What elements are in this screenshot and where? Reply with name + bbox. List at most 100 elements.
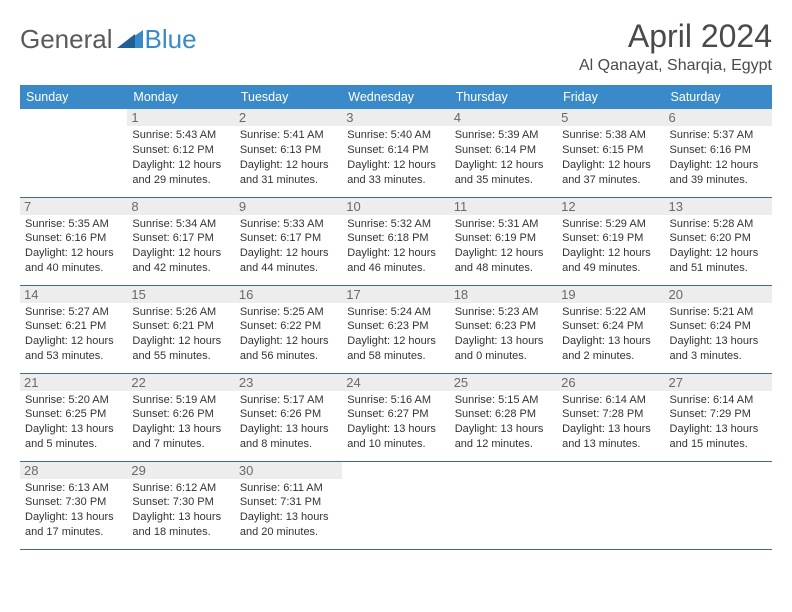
day-number: 13	[665, 198, 772, 215]
calendar-body: 1 Sunrise: 5:43 AMSunset: 6:12 PMDaylight…	[20, 109, 772, 549]
day-info: Sunrise: 6:14 AMSunset: 7:28 PMDaylight:…	[562, 393, 659, 452]
calendar-cell: 27 Sunrise: 6:14 AMSunset: 7:29 PMDayligh…	[665, 373, 772, 461]
calendar-cell: 1 Sunrise: 5:43 AMSunset: 6:12 PMDaylight…	[127, 109, 234, 197]
day-number: 4	[450, 109, 557, 126]
day-info: Sunrise: 6:13 AMSunset: 7:30 PMDaylight:…	[25, 481, 122, 540]
logo-text-general: General	[20, 24, 113, 55]
day-number: 11	[450, 198, 557, 215]
calendar-cell: 10Sunrise: 5:32 AMSunset: 6:18 PMDayligh…	[342, 197, 449, 285]
calendar-cell: 4 Sunrise: 5:39 AMSunset: 6:14 PMDaylight…	[450, 109, 557, 197]
calendar-cell: 2 Sunrise: 5:41 AMSunset: 6:13 PMDaylight…	[235, 109, 342, 197]
calendar-cell: 12 Sunrise: 5:29 AMSunset: 6:19 PMDayligh…	[557, 197, 664, 285]
weekday-header: Thursday	[450, 85, 557, 109]
calendar-cell: 30Sunrise: 6:11 AMSunset: 7:31 PMDayligh…	[235, 461, 342, 549]
day-number: 14	[20, 286, 127, 303]
day-info: Sunrise: 5:15 AMSunset: 6:28 PMDaylight:…	[455, 393, 552, 452]
calendar-cell: 3Sunrise: 5:40 AMSunset: 6:14 PMDaylight…	[342, 109, 449, 197]
calendar-cell: 24 Sunrise: 5:16 AMSunset: 6:27 PMDayligh…	[342, 373, 449, 461]
calendar-cell: 17Sunrise: 5:24 AMSunset: 6:23 PMDayligh…	[342, 285, 449, 373]
day-info: Sunrise: 5:28 AMSunset: 6:20 PMDaylight:…	[670, 217, 767, 276]
calendar-row: 28 Sunrise: 6:13 AMSunset: 7:30 PMDayligh…	[20, 461, 772, 549]
day-number: 26	[557, 374, 664, 391]
weekday-header: Tuesday	[235, 85, 342, 109]
calendar-table: Sunday Monday Tuesday Wednesday Thursday…	[20, 85, 772, 550]
day-number: 2	[235, 109, 342, 126]
calendar-cell: 8Sunrise: 5:34 AMSunset: 6:17 PMDaylight…	[127, 197, 234, 285]
day-number: 5	[557, 109, 664, 126]
day-number: 18	[450, 286, 557, 303]
day-info: Sunrise: 6:14 AMSunset: 7:29 PMDaylight:…	[670, 393, 767, 452]
calendar-cell: 20Sunrise: 5:21 AMSunset: 6:24 PMDayligh…	[665, 285, 772, 373]
calendar-cell: 18Sunrise: 5:23 AMSunset: 6:23 PMDayligh…	[450, 285, 557, 373]
day-number: 1	[127, 109, 234, 126]
location: Al Qanayat, Sharqia, Egypt	[579, 57, 772, 75]
day-info: Sunrise: 5:35 AMSunset: 6:16 PMDaylight:…	[25, 217, 122, 276]
day-info: Sunrise: 5:19 AMSunset: 6:26 PMDaylight:…	[132, 393, 229, 452]
day-info: Sunrise: 5:25 AMSunset: 6:22 PMDaylight:…	[240, 305, 337, 364]
day-number: 7	[20, 198, 127, 215]
calendar-cell: 21 Sunrise: 5:20 AMSunset: 6:25 PMDayligh…	[20, 373, 127, 461]
title-block: April 2024 Al Qanayat, Sharqia, Egypt	[579, 18, 772, 75]
logo: General Blue	[20, 24, 197, 55]
day-info: Sunrise: 6:12 AMSunset: 7:30 PMDaylight:…	[132, 481, 229, 540]
logo-text-blue: Blue	[145, 24, 197, 55]
calendar-cell: 23 Sunrise: 5:17 AMSunset: 6:26 PMDayligh…	[235, 373, 342, 461]
day-info: Sunrise: 5:21 AMSunset: 6:24 PMDaylight:…	[670, 305, 767, 364]
day-info: Sunrise: 5:43 AMSunset: 6:12 PMDaylight:…	[132, 128, 229, 187]
day-info: Sunrise: 5:27 AMSunset: 6:21 PMDaylight:…	[25, 305, 122, 364]
weekday-header: Wednesday	[342, 85, 449, 109]
day-number: 22	[127, 374, 234, 391]
calendar-cell: 15 Sunrise: 5:26 AMSunset: 6:21 PMDayligh…	[127, 285, 234, 373]
weekday-header: Friday	[557, 85, 664, 109]
day-info: Sunrise: 5:22 AMSunset: 6:24 PMDaylight:…	[562, 305, 659, 364]
day-number: 28	[20, 462, 127, 479]
calendar-cell: 13 Sunrise: 5:28 AMSunset: 6:20 PMDayligh…	[665, 197, 772, 285]
calendar-row: 14 Sunrise: 5:27 AMSunset: 6:21 PMDayligh…	[20, 285, 772, 373]
calendar-row: 21 Sunrise: 5:20 AMSunset: 6:25 PMDayligh…	[20, 373, 772, 461]
day-number: 12	[557, 198, 664, 215]
day-info: Sunrise: 5:32 AMSunset: 6:18 PMDaylight:…	[347, 217, 444, 276]
calendar-cell: 16 Sunrise: 5:25 AMSunset: 6:22 PMDayligh…	[235, 285, 342, 373]
calendar-cell: 29Sunrise: 6:12 AMSunset: 7:30 PMDayligh…	[127, 461, 234, 549]
calendar-cell: 9 Sunrise: 5:33 AMSunset: 6:17 PMDaylight…	[235, 197, 342, 285]
calendar-cell	[665, 461, 772, 549]
day-number: 17	[342, 286, 449, 303]
day-info: Sunrise: 5:20 AMSunset: 6:25 PMDaylight:…	[25, 393, 122, 452]
day-info: Sunrise: 5:31 AMSunset: 6:19 PMDaylight:…	[455, 217, 552, 276]
calendar-cell: 28 Sunrise: 6:13 AMSunset: 7:30 PMDayligh…	[20, 461, 127, 549]
day-info: Sunrise: 5:33 AMSunset: 6:17 PMDaylight:…	[240, 217, 337, 276]
calendar-row: 1 Sunrise: 5:43 AMSunset: 6:12 PMDaylight…	[20, 109, 772, 197]
day-info: Sunrise: 5:26 AMSunset: 6:21 PMDaylight:…	[132, 305, 229, 364]
day-number: 21	[20, 374, 127, 391]
day-number: 9	[235, 198, 342, 215]
day-number: 16	[235, 286, 342, 303]
day-number: 6	[665, 109, 772, 126]
day-info: Sunrise: 5:16 AMSunset: 6:27 PMDaylight:…	[347, 393, 444, 452]
calendar-cell	[450, 461, 557, 549]
weekday-header: Saturday	[665, 85, 772, 109]
day-number: 23	[235, 374, 342, 391]
month-title: April 2024	[579, 18, 772, 55]
day-info: Sunrise: 6:11 AMSunset: 7:31 PMDaylight:…	[240, 481, 337, 540]
day-number: 27	[665, 374, 772, 391]
calendar-cell: 11 Sunrise: 5:31 AMSunset: 6:19 PMDayligh…	[450, 197, 557, 285]
day-number: 3	[342, 109, 449, 126]
calendar-cell	[20, 109, 127, 197]
calendar-row: 7 Sunrise: 5:35 AMSunset: 6:16 PMDaylight…	[20, 197, 772, 285]
weekday-header: Sunday	[20, 85, 127, 109]
day-info: Sunrise: 5:39 AMSunset: 6:14 PMDaylight:…	[455, 128, 552, 187]
day-number: 15	[127, 286, 234, 303]
day-info: Sunrise: 5:29 AMSunset: 6:19 PMDaylight:…	[562, 217, 659, 276]
day-number: 24	[342, 374, 449, 391]
calendar-cell: 7 Sunrise: 5:35 AMSunset: 6:16 PMDaylight…	[20, 197, 127, 285]
logo-triangle-icon	[117, 26, 143, 53]
calendar-cell: 14 Sunrise: 5:27 AMSunset: 6:21 PMDayligh…	[20, 285, 127, 373]
day-info: Sunrise: 5:41 AMSunset: 6:13 PMDaylight:…	[240, 128, 337, 187]
calendar-cell	[557, 461, 664, 549]
day-info: Sunrise: 5:17 AMSunset: 6:26 PMDaylight:…	[240, 393, 337, 452]
day-number: 25	[450, 374, 557, 391]
calendar-cell: 25 Sunrise: 5:15 AMSunset: 6:28 PMDayligh…	[450, 373, 557, 461]
day-number: 19	[557, 286, 664, 303]
day-info: Sunrise: 5:38 AMSunset: 6:15 PMDaylight:…	[562, 128, 659, 187]
calendar-cell: 6Sunrise: 5:37 AMSunset: 6:16 PMDaylight…	[665, 109, 772, 197]
